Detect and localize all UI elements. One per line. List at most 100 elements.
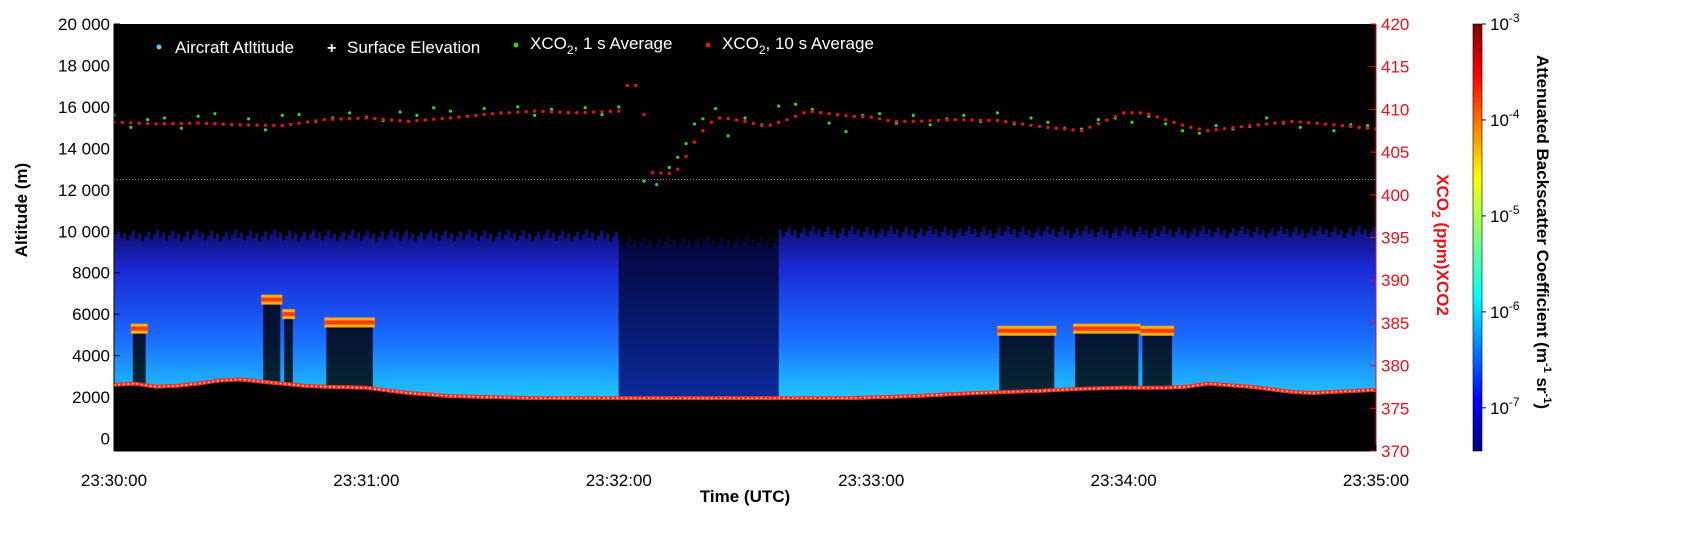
xco2-10s-point — [406, 119, 411, 124]
xco2-10s-point — [919, 119, 924, 123]
xco2-1s-point — [162, 116, 167, 120]
xco2-10s-point — [642, 112, 646, 117]
y-axis-label: Altitude (m) — [12, 163, 31, 257]
xco2-10s-point — [288, 122, 293, 127]
xco2-1s-point — [793, 102, 798, 106]
colorbar-tick-label: 10-7 — [1490, 395, 1520, 418]
xco2-1s-point — [398, 110, 402, 114]
xco2-10s-point — [886, 118, 890, 123]
xco2-10s-point — [928, 118, 932, 123]
xco2-10s-point — [272, 123, 276, 128]
xco2-10s-point — [154, 122, 158, 126]
xco2-10s-point — [675, 167, 680, 171]
xco2-10s-point — [171, 121, 175, 126]
xco2-10s-point — [213, 122, 217, 126]
xco2-10s-point — [894, 119, 899, 124]
xco2-10s-point — [1315, 121, 1319, 126]
surface-elevation-markers — [114, 378, 1376, 399]
cloud-core-1 — [261, 297, 283, 302]
xco2-10s-point — [776, 120, 781, 125]
cloud-shadow-3 — [326, 327, 373, 388]
xco2-10s-point — [1365, 126, 1370, 130]
xco2-1s-point — [1365, 124, 1370, 128]
cloud-shadow-4 — [999, 335, 1055, 392]
xco2-1s-point — [516, 105, 520, 109]
x-axis-label: Time (UTC) — [700, 487, 790, 506]
xco2-1s-point — [701, 117, 705, 121]
xco2-10s-point — [524, 109, 528, 114]
xco2-10s-point — [1155, 115, 1159, 119]
xco2-1s-point — [684, 141, 688, 146]
xco2-10s-point — [852, 114, 857, 119]
xco2-10s-point — [490, 111, 495, 116]
xco2-10s-point — [356, 116, 360, 120]
xco2-1s-point — [878, 112, 882, 116]
y-axis-ticks: 20 000 18 000 16 000 14 000 12 000 10 000 8000… — [58, 15, 120, 449]
xco2-10s-point — [1105, 118, 1109, 122]
xco2-10s-point — [835, 112, 840, 117]
xco2-1s-point — [448, 109, 453, 113]
xco2-1s-point — [297, 112, 301, 117]
backscatter-layer-1 — [618, 236, 779, 399]
xco2-1s-point — [533, 113, 537, 117]
xco2-10s-point — [726, 116, 730, 121]
legend-marker-surface: + — [327, 40, 336, 57]
xco2-10s-point — [1163, 117, 1168, 122]
legend-label-aircraft: Aircraft Atltitude — [175, 38, 294, 57]
xco2-10s-point — [558, 110, 562, 114]
xco2-10s-point — [1138, 111, 1143, 115]
cloud-shadow-2 — [284, 319, 293, 385]
xco2-10s-point — [347, 116, 352, 121]
xco2-1s-point — [1298, 125, 1302, 129]
xco2-10s-point — [936, 118, 941, 123]
xco2-10s-point — [970, 118, 974, 122]
xco2-10s-point — [423, 118, 427, 122]
xco2-10s-point — [1197, 127, 1202, 131]
xco2-10s-point — [448, 116, 453, 120]
y2-tick-label: 375 — [1381, 399, 1409, 418]
xco2-10s-point — [566, 110, 571, 115]
xco2-10s-point — [650, 170, 655, 175]
xco2-10s-point — [709, 120, 714, 124]
xco2-10s-point — [1248, 123, 1252, 128]
y-tick-label: 0 — [101, 430, 110, 449]
y-tick-label: 2000 — [72, 388, 110, 407]
xco2-10s-point — [861, 115, 865, 119]
xco2-10s-point — [734, 118, 739, 122]
xco2-1s-point — [347, 111, 352, 115]
xco2-10s-point — [1029, 123, 1033, 127]
xco2-10s-point — [877, 117, 882, 121]
legend-label-surface: Surface Elevation — [347, 38, 480, 57]
xco2-10s-point — [1290, 119, 1294, 124]
xco2-1s-point — [713, 106, 718, 111]
xco2-10s-point — [793, 114, 798, 118]
xco2-10s-point — [196, 121, 200, 125]
cloud-core-4 — [997, 328, 1057, 333]
xco2-1s-point — [1332, 129, 1336, 133]
xco2-10s-point — [911, 119, 915, 124]
xco2-1s-point — [1029, 116, 1033, 120]
xco2-1s-point — [1130, 120, 1134, 124]
cloud-shadow-5 — [1075, 333, 1139, 389]
xco2-10s-point — [819, 110, 823, 115]
xco2-10s-point — [137, 121, 141, 125]
xco2-1s-point — [827, 121, 831, 125]
xco2-10s-point — [238, 123, 242, 127]
xco2-10s-point — [684, 154, 688, 159]
xco2-10s-point — [507, 110, 512, 115]
colorbar-label: Attenuated Backscatter Coefficient (m-1 … — [1533, 55, 1553, 409]
xco2-10s-point — [255, 123, 259, 127]
xco2-10s-point — [322, 117, 327, 122]
xco2-1s-point — [692, 122, 697, 126]
xco2-10s-point — [1206, 129, 1210, 133]
xco2-10s-point — [743, 119, 747, 124]
xco2-10s-point — [179, 121, 184, 126]
xco2-1s-point — [676, 155, 680, 159]
xco2-10s-point — [1004, 119, 1008, 124]
xco2-10s-point — [331, 117, 335, 122]
xco2-1s-point — [1164, 122, 1168, 126]
xco2-10s-point — [1273, 121, 1277, 125]
xco2-1s-point — [179, 126, 183, 130]
xco2-10s-point — [188, 121, 192, 125]
